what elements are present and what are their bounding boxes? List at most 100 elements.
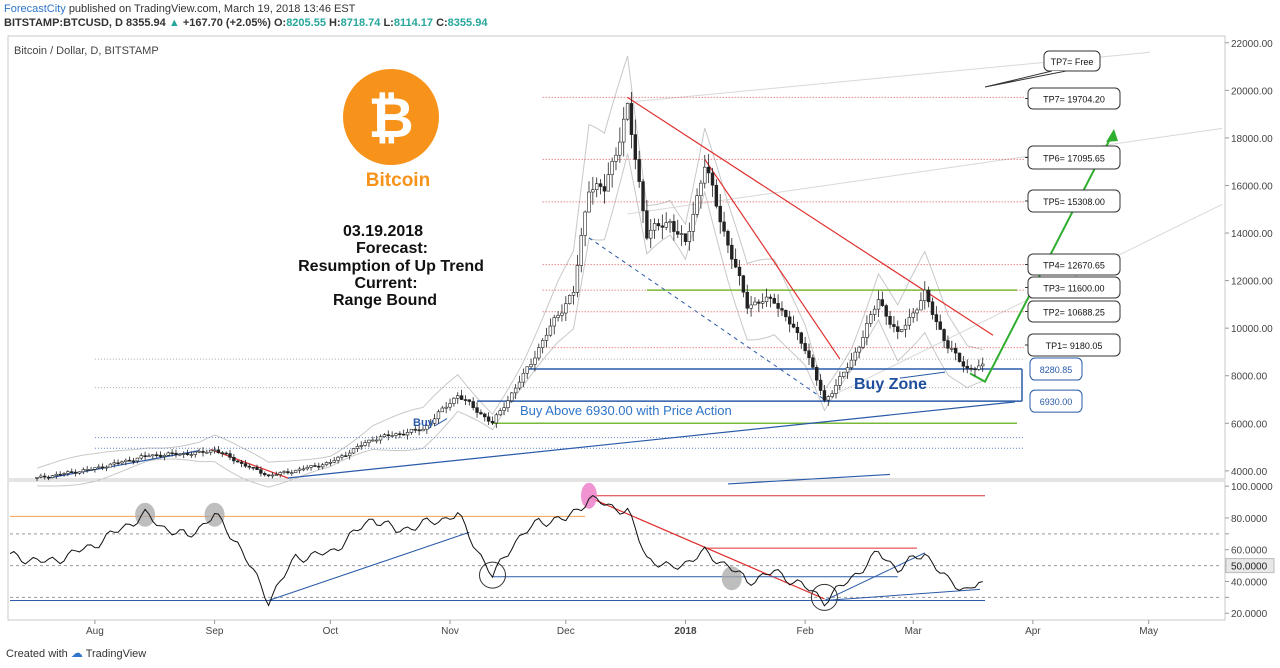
rsi-pane <box>9 482 1222 611</box>
candle-body <box>606 174 610 192</box>
candle-body <box>502 407 506 411</box>
candle-body <box>865 323 869 338</box>
candle-body <box>521 372 526 383</box>
candle-body <box>359 445 363 447</box>
target-callout-label: TP2= 10688.25 <box>1043 308 1105 318</box>
candle-body <box>336 456 340 461</box>
candle-body <box>969 367 973 370</box>
early-trend-line <box>48 450 200 479</box>
candle-body <box>201 450 205 453</box>
candle-body <box>884 305 888 317</box>
candle-body <box>440 407 445 413</box>
candle-body <box>54 473 59 476</box>
candle-body <box>297 468 302 471</box>
candle-body <box>170 452 174 455</box>
candle-body <box>830 393 834 397</box>
target-callout-pointer <box>984 70 1067 88</box>
candle-body <box>498 410 502 416</box>
candle-body <box>108 463 113 468</box>
long-trend-line <box>287 401 1016 479</box>
candle-body <box>251 466 255 469</box>
candle-body <box>93 467 97 470</box>
candle-body <box>560 312 564 316</box>
candle-body <box>313 465 317 467</box>
candle-body <box>784 309 788 318</box>
price-overlay: TP7= Free TP7= 19704.20 TP6= 17095.65 TP5= … <box>36 50 1223 488</box>
target-callout-label: TP3= 11600.00 <box>1043 284 1104 294</box>
candle-body <box>614 154 618 162</box>
candle-body <box>537 347 541 359</box>
candle-body <box>687 231 692 242</box>
rsi-tick-label: 100.0000 <box>1231 482 1273 493</box>
rsi-tick-label: 20.0000 <box>1231 609 1268 620</box>
candle-body <box>772 298 776 304</box>
candle-body <box>259 469 263 474</box>
candle-body <box>525 366 529 374</box>
candle-body <box>444 406 448 409</box>
candle-body <box>270 474 275 477</box>
candle-body <box>679 233 684 235</box>
candle-body <box>811 357 815 368</box>
candle-body <box>645 210 649 239</box>
rsi-pink-marker <box>580 482 597 509</box>
candle-body <box>915 309 919 314</box>
candle-body <box>571 292 576 296</box>
candle-body <box>980 363 985 367</box>
candle-body <box>760 301 765 304</box>
candle-body <box>977 365 981 370</box>
candle-body <box>957 352 962 362</box>
candle-body <box>818 379 823 391</box>
candle-body <box>274 474 279 476</box>
candle-body <box>363 442 367 446</box>
candle-body <box>737 266 742 276</box>
candle-body <box>143 455 147 457</box>
candle-body <box>278 472 282 475</box>
candle-body <box>85 469 89 471</box>
rsi-blue-trend-2 <box>824 552 926 601</box>
time-tick-label: May <box>1139 626 1158 637</box>
candle-body <box>703 166 707 184</box>
candle-body <box>699 182 703 196</box>
candle-body <box>795 326 800 334</box>
rsi-tick-label: 40.0000 <box>1231 577 1268 588</box>
price-tick-label: 18000.00 <box>1231 134 1273 145</box>
target-callout-label: TP6= 17095.65 <box>1043 154 1105 164</box>
candle-body <box>135 457 140 462</box>
candle-body <box>787 316 792 325</box>
bitcoin-label: Bitcoin <box>366 170 430 191</box>
candle-body <box>838 376 842 386</box>
up-arrow-icon: ▲ <box>168 17 180 29</box>
candle-body <box>869 314 873 324</box>
rsi-gray-marker <box>204 502 225 527</box>
candle-body <box>320 464 325 468</box>
candle-body <box>633 134 637 160</box>
candle-body <box>710 172 715 186</box>
candle-body <box>97 466 101 469</box>
candle-body <box>598 183 603 187</box>
zone-bottom-callout-box <box>1029 389 1083 413</box>
candle-body <box>861 337 865 348</box>
tradingview-brand[interactable]: TradingView <box>85 648 147 660</box>
candle-body <box>533 357 537 365</box>
candle-body <box>394 433 398 436</box>
candle-body <box>942 329 946 341</box>
time-tick-label: Feb <box>797 626 815 637</box>
price-tick-label: 12000.00 <box>1231 277 1273 288</box>
open-value: 8205.55 <box>286 17 326 29</box>
candle-body <box>405 432 410 436</box>
candle-body <box>374 439 379 442</box>
rsi-blue-trend-1 <box>268 531 470 602</box>
rsi-circle-marker <box>478 561 506 589</box>
candle-body <box>730 244 734 260</box>
candle-body <box>355 446 360 449</box>
candle-body <box>162 454 167 457</box>
candle-body <box>741 275 746 293</box>
candle-body <box>587 191 591 213</box>
candle-body <box>872 308 877 315</box>
candle-body <box>880 299 885 306</box>
candle-body <box>753 301 757 306</box>
bitcoin-logo: ₿ Bitcoin <box>343 69 439 191</box>
author-link[interactable]: ForecastCity <box>4 3 66 15</box>
candle-body <box>212 449 217 452</box>
